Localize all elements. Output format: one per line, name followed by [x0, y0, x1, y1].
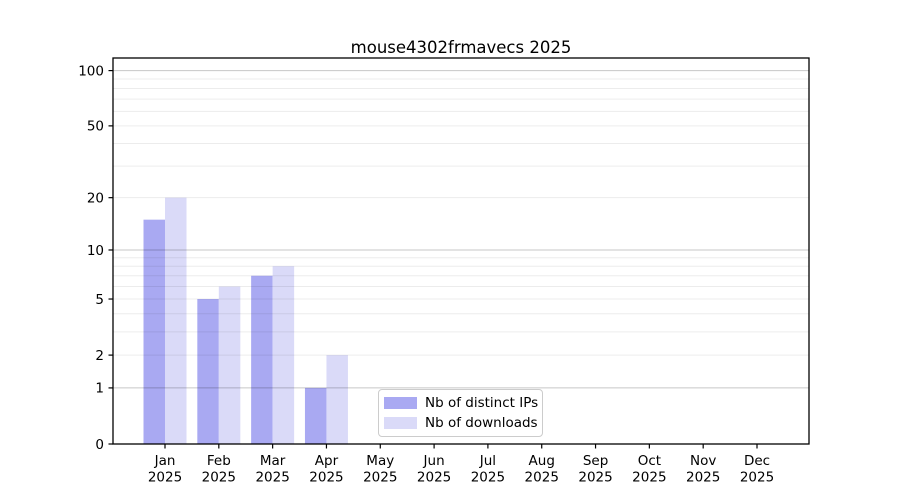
bar-distinct-ips-jan: [143, 219, 165, 444]
x-tick-label-month-apr: Apr: [315, 453, 339, 469]
bar-downloads-jan: [165, 197, 187, 444]
x-tick-label-year-mar: 2025: [255, 470, 289, 486]
y-tick-label-50: 50: [87, 119, 104, 135]
bar-downloads-mar: [272, 266, 295, 444]
legend-swatch-distinct-ips: [384, 397, 417, 409]
legend-label-downloads: Nb of downloads: [425, 415, 538, 431]
y-tick-label-1: 1: [95, 381, 104, 397]
x-tick-label-month-nov: Nov: [690, 453, 716, 469]
x-tick-label-month-jun: Jun: [423, 453, 445, 469]
legend-label-distinct-ips: Nb of distinct IPs: [425, 395, 539, 411]
y-tick-label-2: 2: [95, 348, 104, 364]
x-tick-label-month-mar: Mar: [260, 453, 286, 469]
x-tick-label-year-jul: 2025: [471, 470, 505, 486]
x-tick-label-month-dec: Dec: [744, 453, 770, 469]
y-tick-label-5: 5: [95, 292, 104, 308]
x-tick-label-year-jan: 2025: [148, 470, 182, 486]
legend-item-distinct-ips: Nb of distinct IPs: [384, 395, 538, 411]
bar-distinct-ips-feb: [197, 299, 219, 444]
y-tick-label-0: 0: [95, 437, 104, 453]
x-tick-label-month-aug: Aug: [529, 453, 555, 469]
x-tick-label-year-may: 2025: [363, 470, 397, 486]
bar-distinct-ips-mar: [251, 275, 273, 444]
x-tick-label-month-oct: Oct: [638, 453, 661, 469]
x-tick-label-month-jan: Jan: [154, 453, 176, 469]
x-tick-label-year-nov: 2025: [686, 470, 720, 486]
x-tick-label-year-oct: 2025: [632, 470, 666, 486]
x-tick-label-year-dec: 2025: [740, 470, 774, 486]
legend-swatch-downloads: [384, 417, 417, 429]
x-tick-label-month-sep: Sep: [583, 453, 608, 469]
bar-downloads-feb: [218, 286, 241, 444]
x-tick-label-month-feb: Feb: [207, 453, 231, 469]
x-tick-label-year-feb: 2025: [202, 470, 236, 486]
legend: Nb of distinct IPs Nb of downloads: [378, 389, 543, 437]
axes-frame: [112, 57, 810, 445]
x-tick-label-month-may: May: [366, 453, 394, 469]
bar-distinct-ips-apr: [304, 387, 327, 444]
x-tick-label-month-jul: Jul: [479, 453, 496, 469]
bar-downloads-apr: [326, 355, 348, 444]
legend-item-downloads: Nb of downloads: [384, 415, 538, 431]
x-tick-label-year-jun: 2025: [417, 470, 451, 486]
y-tick-label-10: 10: [87, 243, 104, 259]
x-tick-label-year-aug: 2025: [525, 470, 559, 486]
x-tick-label-year-apr: 2025: [309, 470, 343, 486]
y-tick-label-100: 100: [78, 63, 104, 79]
chart-title: mouse4302frmavecs 2025: [350, 38, 572, 57]
y-tick-label-20: 20: [87, 190, 104, 206]
x-tick-label-year-sep: 2025: [578, 470, 612, 486]
